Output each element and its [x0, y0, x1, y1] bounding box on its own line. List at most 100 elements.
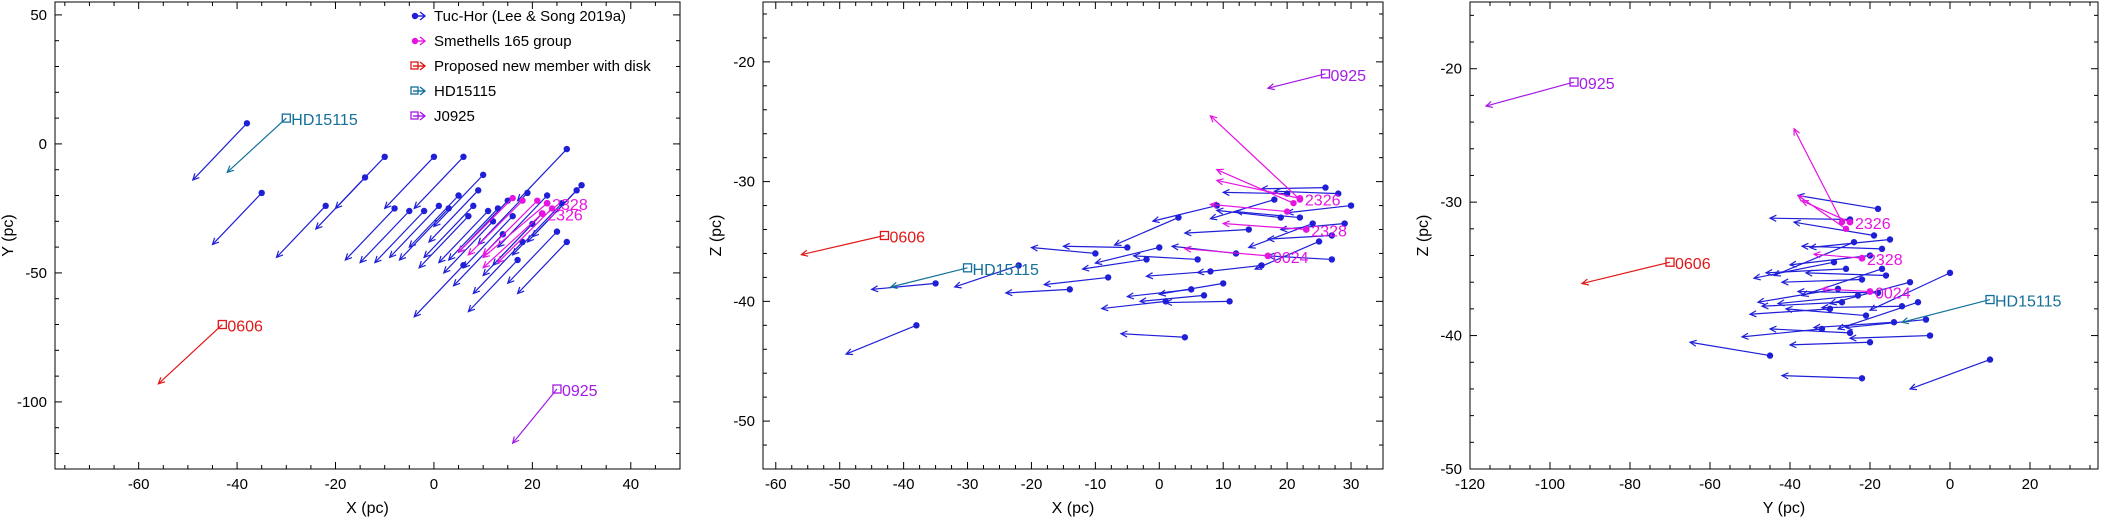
tuchor-vector-head [1748, 310, 1757, 318]
tuchor-vector [1044, 276, 1109, 286]
tuchor-point [1826, 305, 1834, 313]
tuchor-vector-head [447, 253, 456, 262]
plot-frame [54, 1, 681, 470]
tuchor-vector [531, 184, 583, 238]
legend: Tuc-Hor (Lee & Song 2019a) Smethells 165 … [410, 8, 651, 125]
tuchor-point [1834, 285, 1842, 293]
tuchor-point [1882, 272, 1890, 279]
tuchor-point [1245, 226, 1252, 233]
tuchor-vector [1120, 333, 1185, 338]
tuchor-vector-head [1183, 229, 1192, 237]
tuchor-vector-head [1752, 273, 1761, 281]
tuchor-vector [433, 174, 484, 227]
smethells-vector-head [1209, 114, 1218, 123]
tuchor-point [1092, 250, 1099, 257]
tuchor-vector-head [437, 255, 446, 264]
j0925-marker [552, 384, 562, 394]
x-axis-label: X (pc) [346, 500, 389, 517]
tuchor-point [1104, 274, 1112, 281]
tuchor-point [1347, 202, 1355, 209]
y-tick-label: -50 [733, 413, 755, 430]
tuchor-vector-head [472, 286, 481, 295]
tuchor-point [322, 202, 329, 210]
tuchor-vector-head [1788, 260, 1797, 268]
tuchor-vector [1235, 210, 1300, 219]
hd15115-vector [1901, 298, 1991, 323]
tuchor-vector [1777, 294, 1859, 305]
hd15115-vector [226, 117, 287, 173]
tuchor-vector [1741, 328, 1823, 338]
star-label: 0024 [1273, 250, 1309, 267]
smethells-point [1858, 254, 1866, 262]
tuchor-vector-head [373, 255, 382, 264]
smethells-vector [1821, 288, 1871, 293]
tuchor-vector [374, 210, 425, 264]
tuchor-vector [1197, 264, 1262, 274]
smethells-vector [1216, 179, 1301, 199]
tuchor-vector [1216, 209, 1281, 219]
x-tick-label: -60 [1699, 476, 1721, 493]
tuchor-point [1946, 269, 1954, 277]
tuchor-vector [1821, 305, 1903, 309]
tuchor-point [1175, 214, 1182, 221]
star-label: 0606 [1675, 256, 1711, 273]
tuchor-point [1309, 220, 1316, 227]
smethells-vector [1184, 248, 1269, 257]
tuchor-vector-head [413, 309, 422, 318]
smethells-vector [1210, 203, 1288, 213]
smethells-vector-head [1793, 127, 1800, 136]
tuchor-point [1818, 325, 1826, 333]
smethells-point [543, 199, 551, 207]
j0925-vector-head [511, 436, 520, 445]
tuchor-point [1986, 356, 1994, 363]
tuchor-point [563, 238, 571, 246]
smethells-vector [482, 202, 548, 258]
y-tick-label: -50 [25, 265, 47, 282]
tuchor-vector [467, 259, 519, 313]
tuchor-vector-head [1780, 372, 1789, 380]
tuchor-vector-head [1688, 339, 1697, 347]
tuchor-vector-head [191, 173, 200, 182]
tuchor-point [1842, 265, 1850, 273]
tuchor-vector-head [398, 253, 407, 262]
tuchor-point [1143, 256, 1150, 263]
newmember-marker [217, 319, 227, 330]
tuchor-vector [1753, 261, 1835, 279]
tuchor-vector [517, 148, 568, 202]
tuchor-vector [1254, 240, 1320, 270]
tuchor-vector-head [1081, 264, 1090, 272]
smethells-vector-head [1215, 178, 1224, 186]
tuchor-point [1874, 289, 1882, 297]
j0925-vector [512, 388, 558, 444]
x-tick-label: -60 [128, 476, 150, 493]
tuchor-vector [399, 207, 450, 261]
legend-square-icon [410, 86, 419, 95]
smethells-vector [1223, 222, 1307, 231]
tuchor-vector [1140, 294, 1205, 302]
tuchor-vector [463, 215, 514, 269]
tuchor-vector-head [452, 278, 461, 287]
tuchor-vector-head [1138, 297, 1147, 305]
tuchor-point [1335, 190, 1342, 197]
tuchor-vector [1789, 254, 1871, 266]
star-label: 2326 [1305, 192, 1341, 209]
x-tick-label: -40 [893, 476, 915, 493]
tuchor-point [470, 202, 477, 210]
x-tick-label: 20 [1279, 476, 1296, 493]
x-tick-label: -40 [1779, 476, 1801, 493]
legend-label: Smethells 165 group [434, 33, 572, 50]
smethells-vector-head [1796, 194, 1806, 202]
tuchor-vector [507, 231, 558, 284]
tuchor-vector [1749, 308, 1831, 315]
smethells-vector-head [1209, 201, 1218, 209]
smethells-point [1846, 218, 1854, 226]
tuchor-point [465, 212, 472, 220]
tuchor-vector-head [1279, 225, 1288, 233]
smethells-point [548, 205, 556, 212]
tuchor-point [1341, 220, 1348, 227]
tuchor-point [1838, 299, 1846, 306]
tuchor-vector [517, 241, 568, 294]
tuchor-vector [1801, 268, 1883, 297]
tuchor-point [1858, 375, 1866, 382]
